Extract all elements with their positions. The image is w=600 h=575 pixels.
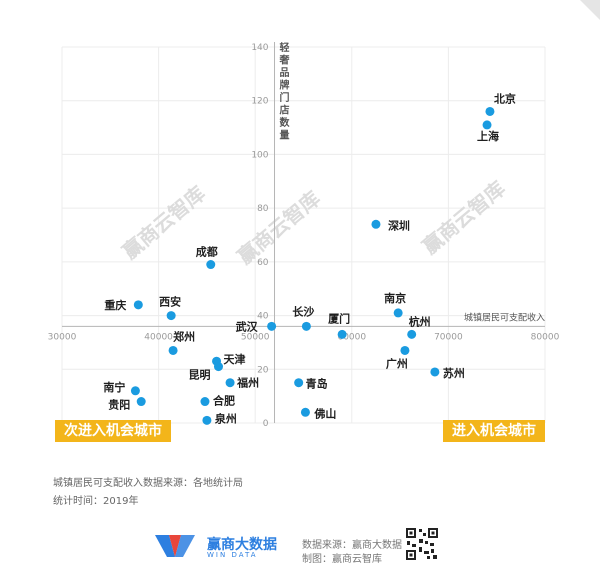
data-point-label: 贵阳 — [108, 398, 130, 412]
data-point — [225, 378, 235, 388]
watermark-text: 赢商云智库 — [418, 176, 510, 259]
data-point-label: 成都 — [196, 245, 218, 259]
footer — [0, 515, 600, 575]
data-point-label: 西安 — [159, 295, 181, 309]
tick-labels: 30000 40000 50000 60000 70000 80000 0 20 40 60 80 1… — [48, 43, 560, 429]
y-tick-label: 60 — [257, 258, 269, 268]
data-point — [213, 362, 223, 372]
data-point — [202, 415, 212, 425]
data-point-label: 合肥 — [213, 394, 235, 408]
windata-logo-icon — [155, 535, 195, 557]
y-axis-label-char: 品 — [280, 67, 290, 79]
data-point — [136, 397, 146, 407]
footer-data-source: 数据来源：赢商大数据 — [302, 540, 402, 551]
data-point — [482, 120, 492, 130]
y-axis-label-char: 数 — [280, 116, 291, 129]
data-point — [300, 407, 310, 417]
data-point-label: 上海 — [477, 129, 499, 143]
x-tick-label: 60000 — [337, 332, 366, 342]
data-point — [130, 386, 140, 396]
data-point — [301, 321, 311, 331]
y-axis-label-char: 奢 — [279, 54, 291, 67]
y-tick-label: 0 — [263, 419, 269, 429]
data-point — [133, 300, 143, 310]
data-point — [430, 367, 440, 377]
y-axis-label-char: 轻 — [280, 41, 290, 54]
data-point — [206, 260, 216, 270]
data-point-label: 佛山 — [313, 406, 336, 420]
data-point-label: 广州 — [386, 356, 408, 370]
x-tick-label: 50000 — [241, 332, 270, 342]
data-point — [407, 329, 417, 339]
data-point — [400, 345, 410, 355]
data-point-label: 青岛 — [306, 377, 328, 391]
watermarks: 赢商云智库 赢商云智库 赢商云智库 — [118, 176, 510, 269]
scatter-chart: 赢商云智库 赢商云智库 赢商云智库 30000 40000 50000 60000 7000… — [48, 41, 560, 429]
y-tick-label: 140 — [251, 43, 268, 53]
data-point-label: 深圳 — [388, 218, 410, 232]
data-point — [485, 106, 495, 116]
secondary-opportunity-banner: 次进入机会城市 — [55, 420, 171, 442]
data-point-label: 武汉 — [236, 319, 259, 333]
logo-subtext: WIN DATA — [207, 551, 258, 559]
data-point-label: 杭州 — [409, 314, 431, 328]
data-point-label: 郑州 — [173, 329, 195, 343]
data-point — [267, 321, 277, 331]
x-tick-label: 30000 — [48, 332, 77, 342]
data-point — [294, 378, 304, 388]
data-point-label: 北京 — [494, 91, 516, 105]
footer-made-by: 制图：赢商云智库 — [302, 554, 382, 565]
y-tick-label: 80 — [257, 204, 269, 214]
statistics-time-note: 统计时间：2019年 — [53, 496, 139, 507]
logo-text: 赢商大数据 — [207, 537, 277, 553]
watermark-text: 赢商云智库 — [233, 186, 325, 269]
y-axis-label-char: 店 — [280, 104, 290, 117]
x-tick-label: 80000 — [531, 332, 560, 342]
data-point-label: 天津 — [224, 352, 246, 366]
data-point — [393, 308, 403, 318]
data-point-label: 苏州 — [443, 366, 465, 380]
data-point-label: 重庆 — [104, 298, 126, 312]
y-tick-label: 40 — [257, 312, 269, 322]
data-point-label: 泉州 — [214, 411, 237, 425]
y-axis-label-char: 门 — [280, 91, 290, 104]
data-point — [200, 397, 210, 407]
data-point-label: 昆明 — [188, 369, 210, 382]
x-tick-label: 40000 — [144, 332, 173, 342]
data-source-note: 城镇居民可支配收入数据来源：各地统计局 — [53, 478, 243, 489]
qr-code-icon — [405, 527, 439, 561]
data-point-label: 福州 — [236, 376, 259, 390]
y-tick-label: 100 — [251, 150, 268, 160]
data-point — [371, 219, 381, 229]
y-tick-label: 20 — [257, 365, 269, 375]
data-point — [168, 345, 178, 355]
y-tick-label: 120 — [251, 97, 268, 107]
x-axis-label: 城镇居民可支配收入 — [464, 311, 545, 323]
page-corner-fold — [580, 0, 600, 20]
y-axis-label-char: 量 — [280, 129, 290, 142]
data-point-label: 厦门 — [328, 311, 350, 325]
x-tick-label: 70000 — [434, 332, 463, 342]
data-point-label: 南宁 — [103, 380, 125, 394]
data-point-label: 南京 — [384, 291, 406, 305]
grid — [61, 46, 546, 424]
data-point — [166, 311, 176, 321]
data-point-label: 长沙 — [292, 304, 314, 318]
data-point — [337, 329, 347, 339]
y-axis-label-char: 牌 — [280, 79, 290, 92]
opportunity-banner: 进入机会城市 — [443, 420, 545, 442]
